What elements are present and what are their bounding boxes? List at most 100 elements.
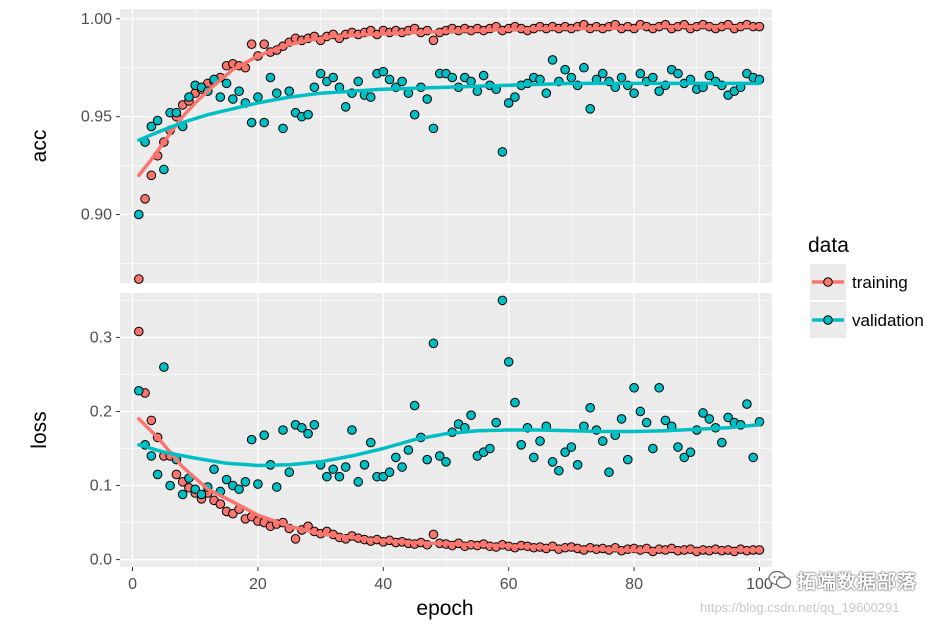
point-validation	[234, 484, 244, 495]
legend-label-training: training	[852, 273, 908, 292]
point-validation	[278, 123, 288, 134]
point-validation	[616, 414, 627, 424]
point-training	[171, 469, 182, 480]
x-tick-label: 100	[746, 576, 773, 593]
point-validation	[717, 437, 727, 448]
smooth-line-training	[137, 24, 762, 178]
point-validation	[134, 385, 144, 396]
point-validation	[748, 452, 758, 463]
point-validation	[309, 420, 320, 430]
x-axis: 0 20 40 60 80 100	[128, 567, 773, 593]
point-validation	[146, 121, 157, 132]
point-validation	[365, 437, 376, 448]
x-axis-title: epoch	[416, 597, 473, 620]
point-validation	[704, 70, 715, 81]
point-validation	[510, 397, 520, 408]
point-validation	[278, 425, 288, 435]
point-validation	[472, 86, 483, 96]
point-training	[134, 326, 144, 337]
point-validation	[171, 107, 182, 118]
point-training	[140, 194, 150, 204]
point-validation	[284, 86, 295, 96]
point-training	[428, 529, 439, 540]
point-validation	[654, 382, 664, 393]
point-validation	[152, 115, 163, 126]
point-validation	[228, 94, 238, 104]
x-tick-label: 0	[128, 576, 137, 593]
point-validation	[159, 362, 169, 372]
point-validation	[478, 70, 489, 81]
point-validation	[297, 422, 307, 433]
point-validation	[560, 64, 570, 75]
legend-key-point-training	[823, 277, 833, 287]
point-training	[134, 274, 144, 284]
point-training	[290, 534, 301, 544]
point-validation	[528, 452, 539, 463]
point-validation	[234, 86, 244, 96]
point-validation	[190, 484, 201, 495]
point-validation	[253, 92, 263, 102]
watermark-brand: 拓端数据部落	[797, 571, 918, 593]
point-validation	[340, 462, 351, 472]
point-validation	[253, 479, 263, 489]
wechat-logo-icon	[768, 570, 792, 589]
point-validation	[535, 436, 545, 446]
point-validation	[365, 92, 376, 102]
point-validation	[184, 92, 194, 102]
point-validation	[397, 462, 407, 472]
point-validation	[259, 117, 269, 128]
y-tick-label: 1.00	[81, 11, 112, 28]
legend-label-validation: validation	[852, 311, 924, 330]
point-validation	[246, 117, 257, 128]
point-validation	[328, 72, 338, 83]
panel-acc: 0.90 0.95 1.00 acc	[28, 9, 772, 284]
point-validation	[428, 338, 439, 349]
point-validation	[597, 68, 608, 79]
point-validation	[685, 447, 696, 458]
point-validation	[240, 477, 251, 487]
point-validation	[378, 66, 389, 77]
point-validation	[566, 72, 577, 83]
point-validation	[585, 402, 595, 413]
point-validation	[271, 482, 282, 492]
point-validation	[359, 460, 370, 470]
point-validation	[146, 451, 157, 461]
strip-label-acc: acc	[28, 130, 51, 163]
point-training	[146, 170, 157, 181]
point-validation	[629, 88, 639, 98]
point-validation	[641, 417, 652, 428]
point-validation	[328, 464, 338, 475]
point-validation	[265, 72, 276, 83]
point-validation	[654, 86, 664, 96]
point-validation	[315, 68, 326, 79]
y-tick-label: 0.2	[90, 403, 112, 420]
point-validation	[466, 410, 476, 420]
point-validation	[491, 417, 501, 428]
point-validation	[215, 92, 226, 102]
point-validation	[660, 415, 671, 426]
point-validation	[516, 440, 527, 450]
point-validation	[497, 147, 508, 157]
point-validation	[303, 428, 313, 439]
y-tick-label: 0.90	[81, 207, 112, 224]
point-validation	[422, 94, 432, 104]
point-validation	[209, 464, 219, 475]
point-validation	[196, 489, 207, 500]
point-validation	[271, 88, 282, 98]
point-validation	[434, 451, 445, 461]
point-validation	[554, 465, 564, 476]
point-validation	[384, 74, 395, 85]
point-validation	[579, 62, 589, 73]
point-validation	[409, 400, 420, 411]
y-tick-label: 0.95	[81, 109, 112, 126]
point-validation	[648, 443, 658, 454]
legend-key-point-validation	[823, 315, 833, 325]
point-validation	[560, 447, 570, 458]
watermark: 拓端数据部落 https://blog.csdn.net/qq_19600291	[700, 566, 936, 622]
point-validation	[422, 454, 432, 465]
point-validation	[742, 399, 752, 409]
point-validation	[466, 76, 476, 87]
point-validation	[510, 92, 520, 102]
point-validation	[391, 452, 401, 463]
